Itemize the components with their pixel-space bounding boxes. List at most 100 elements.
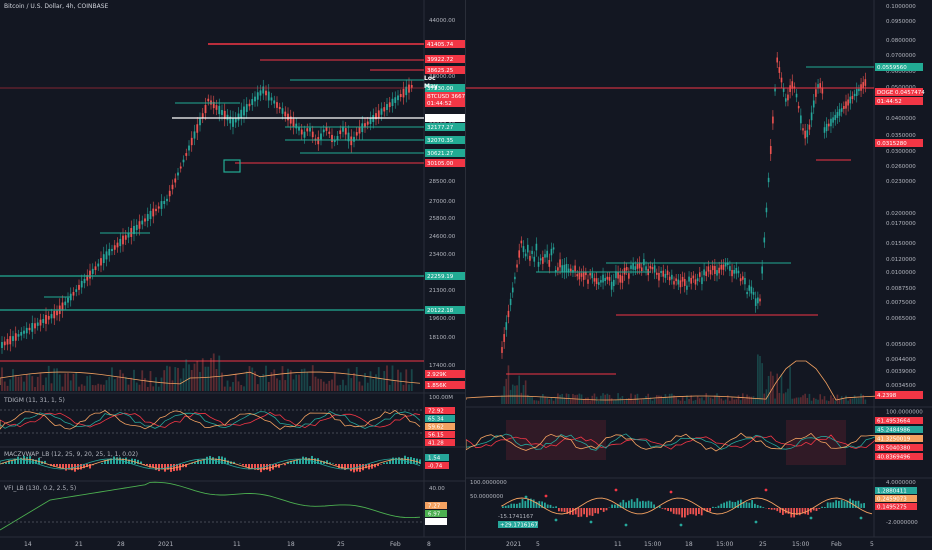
vfi-indicator-label[interactable]: VFI_LB (130, 0.2, 2.5, 5): [4, 485, 77, 492]
volume-bar: [232, 382, 234, 391]
candle-body: [853, 93, 856, 97]
candle-body: [589, 273, 591, 276]
volume-bar: [602, 393, 604, 404]
price-axis-label: 0.0700000: [886, 53, 916, 59]
signal-dot: [554, 518, 558, 522]
macz-histogram-bar: [569, 508, 571, 515]
macz-histogram-bar: [734, 502, 737, 508]
volume-bar: [595, 396, 598, 404]
macz-histogram-bar: [686, 508, 689, 516]
volume-bar: [662, 397, 665, 404]
volume-bar: [28, 374, 31, 391]
candle-body: [582, 272, 585, 280]
candle-body: [14, 333, 17, 341]
macz-histogram-bar: [521, 498, 524, 508]
candle-body: [565, 263, 568, 272]
candle-body: [267, 91, 270, 101]
candle-body: [185, 153, 188, 156]
price-badge: [425, 99, 465, 107]
volume-bar: [830, 395, 832, 404]
candle-body: [386, 104, 388, 110]
macz-signal-line: [0, 458, 421, 470]
volume-bar: [265, 365, 267, 391]
volume-bar: [759, 356, 761, 404]
macz-histogram-bar: [678, 508, 681, 515]
macz-histogram-bar: [672, 508, 675, 514]
price-badge: [425, 159, 465, 167]
candle-body: [825, 123, 828, 132]
volume-bar: [810, 400, 813, 404]
macz-value-badge: [498, 521, 538, 528]
candle-body: [681, 276, 684, 282]
volume-bar: [289, 370, 292, 391]
candle-body: [660, 270, 662, 273]
macz-histogram-bar: [356, 464, 358, 472]
volume-bar: [306, 371, 309, 391]
macz-histogram-bar: [53, 464, 55, 467]
macz-histogram-bar: [359, 464, 361, 472]
candle-body: [201, 113, 204, 118]
volume-bar: [587, 397, 589, 404]
tdigm-indicator-label[interactable]: TDIGM (11, 31, 1, 5): [4, 397, 65, 404]
volume-bar: [391, 365, 394, 391]
macz-histogram-bar: [846, 500, 849, 508]
time-axis-label: 2021: [506, 541, 521, 548]
macz-histogram-bar: [807, 508, 809, 515]
volume-bar: [851, 398, 854, 404]
macz-histogram-bar: [572, 508, 574, 515]
candle-body: [105, 251, 108, 260]
candle-body: [25, 327, 28, 334]
candle-body: [520, 240, 523, 244]
macz-histogram-bar: [266, 464, 268, 470]
volume-bar: [1, 367, 3, 391]
macz-histogram-bar: [849, 498, 851, 508]
price-badge-text: 0.0315280: [877, 141, 907, 147]
candle-body: [289, 116, 292, 124]
candle-body: [91, 268, 94, 274]
volume-bar: [386, 365, 388, 391]
macz-histogram-bar: [137, 459, 139, 464]
volume-bar: [746, 394, 748, 404]
macz-histogram-bar: [602, 508, 605, 512]
signal-dot: [614, 488, 618, 492]
volume-bar: [342, 379, 344, 391]
candle-body: [849, 96, 852, 104]
candle-body: [754, 298, 757, 306]
volume-bar: [638, 400, 641, 404]
candle-body: [621, 275, 624, 283]
price-axis-label: 0.0050000: [886, 342, 916, 348]
price-axis-label: 0.0170000: [886, 221, 916, 227]
btc-chart-pane[interactable]: 44000.0041500.0038000.0035000.0032000.00…: [0, 0, 466, 550]
macz-histogram-bar: [89, 464, 91, 469]
doge-chart-pane[interactable]: 0.1000000 0.0950000 0.0800000 0.0700000 0.06…: [466, 0, 932, 550]
macz-indicator-label[interactable]: MACZVWAP_LB (12, 25, 9, 20, 25, 1, 1, 0.…: [4, 451, 139, 458]
candle-body: [677, 279, 680, 285]
btc-chart-canvas[interactable]: 44000.0041500.0038000.0035000.0032000.00…: [0, 0, 465, 550]
candle-body: [509, 298, 512, 306]
price-axis-label: 0.0150000: [886, 241, 916, 247]
candle-body: [350, 136, 353, 146]
macz-histogram-bar: [667, 508, 669, 511]
price-badge-text: 4.2398: [877, 393, 897, 399]
volume-bar: [273, 369, 276, 391]
candle-body: [662, 270, 665, 277]
candle-body: [690, 277, 692, 284]
vfi-axis-label: 4.0000000: [886, 480, 916, 486]
doge-chart-canvas[interactable]: 0.1000000 0.0950000 0.0800000 0.0700000 0.06…: [466, 0, 932, 550]
volume-bar: [613, 400, 615, 404]
volume-bar: [135, 382, 138, 391]
candle-body: [643, 259, 645, 266]
macz-histogram-bar: [518, 502, 521, 508]
time-axis-label: 25: [337, 541, 345, 548]
price-axis-label: 0.0044000: [886, 357, 916, 363]
time-axis-label: Feb: [831, 541, 842, 548]
candle-body: [830, 118, 832, 127]
volume-bar: [309, 386, 311, 391]
price-axis-label: 17400.00: [429, 363, 456, 369]
candle-body: [67, 297, 69, 303]
volume-bar: [204, 366, 207, 391]
candle-body: [72, 292, 75, 296]
macz-histogram-bar: [83, 464, 85, 469]
macz-histogram-bar: [287, 461, 289, 464]
candle-body: [20, 331, 23, 336]
